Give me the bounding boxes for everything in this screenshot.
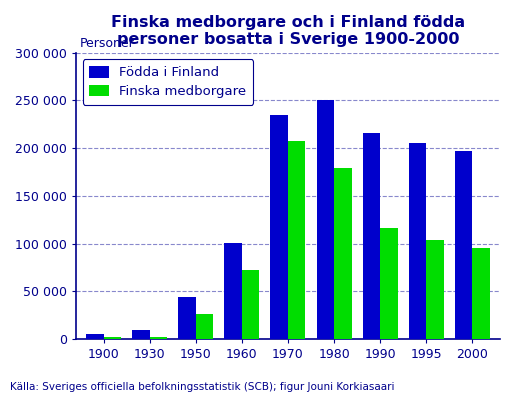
Bar [86, 333, 104, 339]
Text: Personer: Personer [80, 37, 135, 50]
Bar [104, 337, 121, 339]
Bar [363, 133, 380, 339]
Text: Källa: Sveriges officiella befolkningsstatistik (SCB); figur Jouni Korkiasaari: Källa: Sveriges officiella befolkningsst… [10, 382, 395, 392]
Legend: Födda i Finland, Finska medborgare: Födda i Finland, Finska medborgare [82, 59, 253, 105]
Bar [455, 151, 472, 339]
Bar [409, 143, 426, 339]
Bar [334, 168, 352, 339]
Bar [270, 115, 288, 339]
Bar [288, 141, 305, 339]
Bar [178, 297, 196, 339]
Title: Finska medborgare och i Finland födda
personer bosatta i Sverige 1900-2000: Finska medborgare och i Finland födda pe… [111, 15, 465, 47]
Bar [242, 269, 260, 339]
Bar [317, 100, 334, 339]
Bar [132, 330, 150, 339]
Bar [196, 314, 213, 339]
Bar [150, 337, 167, 339]
Bar [426, 240, 444, 339]
Bar [472, 247, 490, 339]
Bar [225, 243, 242, 339]
Bar [380, 227, 398, 339]
